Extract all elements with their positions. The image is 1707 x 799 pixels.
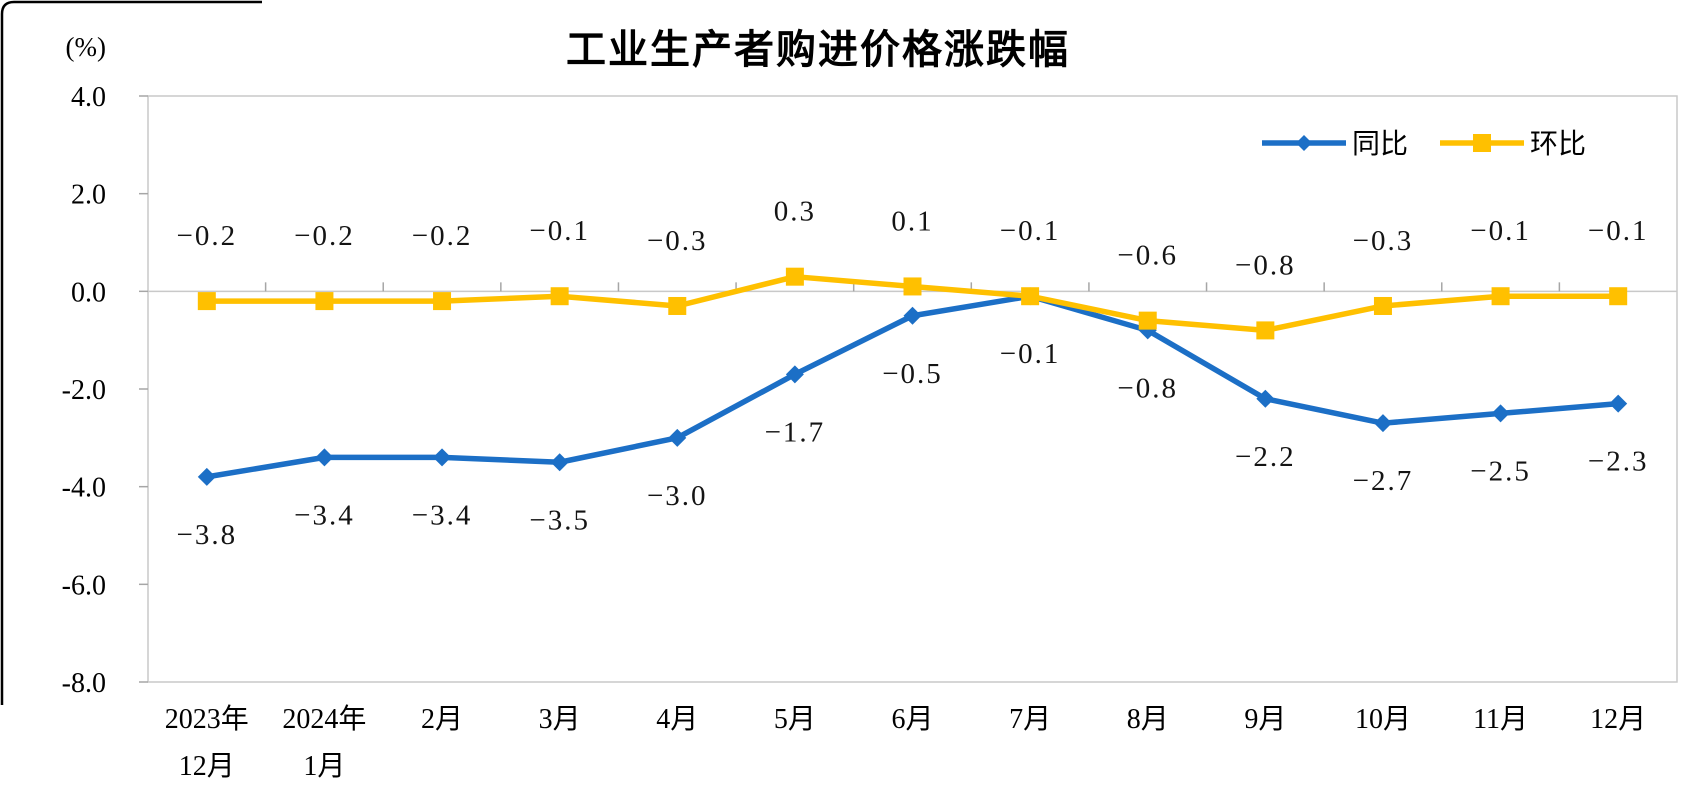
- x-axis-category-label: 3月: [539, 704, 581, 735]
- x-axis-category-label: 11月: [1473, 704, 1528, 735]
- data-label-环比: −0.1: [1588, 215, 1649, 247]
- data-label-环比: 0.1: [891, 205, 933, 237]
- y-axis-tick-label: 4.0: [71, 82, 106, 113]
- data-label-环比: −0.1: [1470, 215, 1531, 247]
- y-axis-tick-label: -8.0: [62, 668, 106, 699]
- data-point-square-环比: [1256, 321, 1275, 340]
- data-point-square-环比: [1609, 287, 1628, 306]
- data-point-square-环比: [903, 277, 922, 296]
- y-axis-tick-label: 2.0: [71, 180, 106, 211]
- data-label-环比: −0.2: [294, 220, 355, 252]
- data-label-同比: −0.5: [882, 358, 943, 390]
- data-point-square-环比: [1373, 296, 1392, 315]
- x-axis-category-label: 12月: [179, 751, 235, 782]
- data-label-同比: −3.4: [412, 499, 473, 531]
- legend-square-marker-icon: [1473, 134, 1491, 152]
- data-point-square-环比: [550, 287, 569, 306]
- data-point-diamond-同比: [433, 448, 452, 467]
- x-axis-category-label: 12月: [1590, 704, 1646, 735]
- y-axis-tick-label: -2.0: [62, 375, 106, 406]
- data-label-环比: −0.1: [529, 215, 590, 247]
- data-label-同比: −2.2: [1235, 441, 1296, 473]
- data-label-同比: −3.5: [529, 504, 590, 536]
- data-point-diamond-同比: [1609, 394, 1628, 413]
- data-point-square-环比: [1491, 287, 1510, 306]
- data-label-同比: −3.4: [294, 499, 355, 531]
- x-axis-category-label: 2023年: [165, 703, 249, 735]
- data-label-同比: −0.8: [1117, 372, 1178, 404]
- data-point-diamond-同比: [1491, 404, 1510, 423]
- data-label-环比: −0.8: [1235, 249, 1296, 281]
- chart-title: 工业生产者购进价格涨跌幅: [566, 28, 1070, 72]
- data-point-square-环比: [433, 292, 452, 311]
- legend-label-mom: 环比: [1530, 128, 1586, 160]
- x-axis-category-label: 8月: [1127, 704, 1169, 735]
- x-axis-category-label: 4月: [656, 704, 698, 735]
- data-label-环比: −0.2: [412, 220, 473, 252]
- x-axis-category-label: 5月: [774, 704, 816, 735]
- data-label-环比: 0.3: [774, 196, 816, 228]
- legend-label-yoy: 同比: [1352, 128, 1408, 160]
- data-label-同比: −2.3: [1588, 446, 1649, 478]
- data-point-square-环比: [315, 292, 334, 311]
- data-label-同比: −0.1: [1000, 338, 1061, 370]
- y-axis-tick-label: -6.0: [62, 570, 106, 601]
- data-label-同比: −2.7: [1353, 465, 1414, 497]
- data-point-square-环比: [1138, 311, 1157, 330]
- data-label-环比: −0.3: [1353, 225, 1414, 257]
- data-point-square-环比: [1021, 287, 1040, 306]
- data-point-diamond-同比: [550, 453, 569, 472]
- y-axis-unit-label: (%): [66, 32, 106, 62]
- data-point-diamond-同比: [197, 467, 216, 486]
- data-label-环比: −0.6: [1117, 240, 1178, 272]
- legend-diamond-marker-icon: [1296, 135, 1312, 151]
- x-axis-category-label: 2月: [421, 704, 463, 735]
- data-point-diamond-同比: [903, 306, 922, 325]
- data-point-diamond-同比: [785, 365, 804, 384]
- data-point-square-环比: [668, 296, 687, 315]
- x-axis-category-label: 9月: [1244, 704, 1286, 735]
- x-axis-category-label: 7月: [1009, 704, 1051, 735]
- legend: 同比 环比: [1262, 128, 1586, 160]
- data-point-diamond-同比: [668, 428, 687, 447]
- data-label-同比: −1.7: [765, 416, 826, 448]
- x-axis-category-label: 6月: [891, 704, 933, 735]
- data-point-square-环比: [785, 267, 804, 286]
- plot-area: 4.0 2.0 0.0 -2.0 -4.0 -6.0 -8.0 2023年 12月 2024年 1月…: [62, 82, 1678, 782]
- y-axis-tick-label: -4.0: [62, 473, 106, 504]
- y-axis-tick-label: 0.0: [71, 277, 106, 308]
- data-label-同比: −3.0: [647, 480, 708, 512]
- x-axis-category-label: 1月: [303, 751, 345, 782]
- data-point-diamond-同比: [1373, 414, 1392, 433]
- window-border: [0, 0, 262, 705]
- data-label-环比: −0.1: [1000, 215, 1061, 247]
- x-axis-category-label: 10月: [1355, 704, 1411, 735]
- x-axis-category-label: 2024年: [282, 703, 366, 735]
- data-label-同比: −3.8: [177, 519, 238, 551]
- data-label-环比: −0.3: [647, 225, 708, 257]
- data-point-square-环比: [197, 292, 216, 311]
- data-point-diamond-同比: [1256, 389, 1275, 408]
- data-point-diamond-同比: [315, 448, 334, 467]
- data-label-同比: −2.5: [1470, 455, 1531, 487]
- data-label-环比: −0.2: [177, 220, 238, 252]
